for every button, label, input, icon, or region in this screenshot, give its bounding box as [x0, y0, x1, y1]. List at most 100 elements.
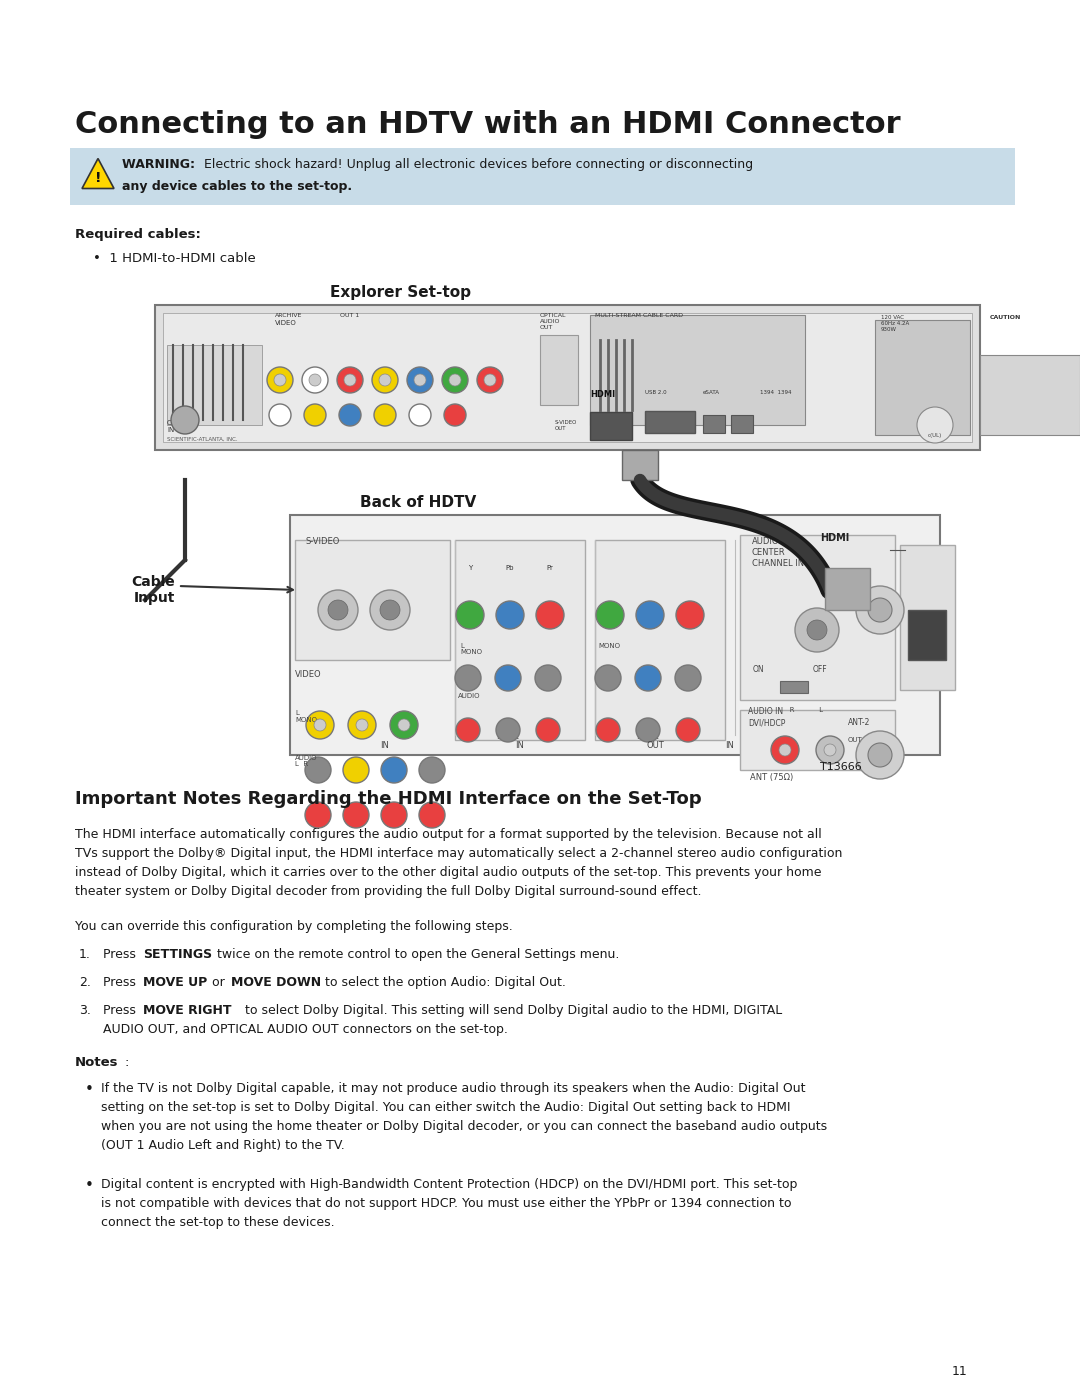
Circle shape [343, 802, 369, 828]
Text: OPTICAL
AUDIO
OUT: OPTICAL AUDIO OUT [540, 313, 567, 330]
Text: USB 2.0: USB 2.0 [645, 390, 666, 395]
Text: 1.: 1. [79, 949, 91, 961]
Circle shape [536, 718, 561, 742]
Text: S-VIDEO
OUT: S-VIDEO OUT [555, 420, 578, 430]
Circle shape [345, 374, 356, 386]
Text: 2.: 2. [79, 977, 91, 989]
Circle shape [596, 718, 620, 742]
Circle shape [302, 367, 328, 393]
Circle shape [496, 601, 524, 629]
Text: instead of Dolby Digital, which it carries over to the other digital audio outpu: instead of Dolby Digital, which it carri… [75, 866, 822, 879]
Text: Pb: Pb [505, 564, 514, 571]
Circle shape [675, 665, 701, 692]
Text: OUT 1: OUT 1 [340, 313, 360, 319]
Text: HDMI: HDMI [590, 390, 616, 400]
Circle shape [442, 367, 468, 393]
Circle shape [171, 407, 199, 434]
Circle shape [449, 374, 461, 386]
Text: to select Dolby Digital. This setting will send Dolby Digital audio to the HDMI,: to select Dolby Digital. This setting wi… [241, 1004, 782, 1017]
Text: IN: IN [515, 740, 525, 750]
Text: Press: Press [103, 1004, 140, 1017]
FancyBboxPatch shape [731, 415, 753, 433]
Circle shape [303, 404, 326, 426]
FancyBboxPatch shape [167, 345, 262, 425]
Text: HD 1: HD 1 [497, 732, 519, 740]
Text: eSATA: eSATA [703, 390, 720, 395]
Text: AUDIO: AUDIO [458, 693, 481, 698]
Text: setting on the set-top is set to Dolby Digital. You can either switch the Audio:: setting on the set-top is set to Dolby D… [102, 1101, 791, 1113]
Text: ANT-1: ANT-1 [848, 570, 870, 578]
Text: •: • [85, 1083, 94, 1097]
Text: IN: IN [380, 740, 390, 750]
Text: The HDMI interface automatically configures the audio output for a format suppor: The HDMI interface automatically configu… [75, 828, 822, 841]
Text: CAUTION: CAUTION [990, 314, 1022, 320]
Text: Digital content is encrypted with High-Bandwidth Content Protection (HDCP) on th: Digital content is encrypted with High-B… [102, 1178, 797, 1192]
Text: •: • [85, 1178, 94, 1193]
Text: SCIENTIFIC-ATLANTA, INC.: SCIENTIFIC-ATLANTA, INC. [167, 437, 238, 441]
Text: SETTINGS: SETTINGS [143, 949, 212, 961]
Text: ANT-2: ANT-2 [848, 718, 870, 726]
FancyBboxPatch shape [540, 335, 578, 405]
FancyBboxPatch shape [455, 541, 585, 740]
FancyBboxPatch shape [70, 148, 1015, 205]
Text: Explorer Set-top: Explorer Set-top [330, 285, 471, 300]
FancyBboxPatch shape [645, 411, 696, 433]
Text: L
MONO: L MONO [460, 643, 482, 655]
Text: Press: Press [103, 977, 140, 989]
Text: ANT (75Ω): ANT (75Ω) [750, 773, 793, 782]
Text: to select the option Audio: Digital Out.: to select the option Audio: Digital Out. [321, 977, 566, 989]
Text: Y: Y [468, 564, 472, 571]
Text: If the TV is not Dolby Digital capable, it may not produce audio through its spe: If the TV is not Dolby Digital capable, … [102, 1083, 806, 1095]
Text: 1394  1394: 1394 1394 [760, 390, 792, 395]
Text: Required cables:: Required cables: [75, 228, 201, 242]
Text: TVs support the Dolby® Digital input, the HDMI interface may automatically selec: TVs support the Dolby® Digital input, th… [75, 847, 842, 861]
Polygon shape [82, 158, 114, 189]
Text: 120 VAC
60Hz 4.2A
930W: 120 VAC 60Hz 4.2A 930W [881, 314, 909, 332]
Circle shape [305, 802, 330, 828]
Circle shape [444, 404, 465, 426]
Text: !: ! [95, 170, 102, 184]
Text: AUDIO IN
DVI/HDCP: AUDIO IN DVI/HDCP [748, 707, 785, 726]
Text: OFF: OFF [813, 665, 827, 673]
FancyBboxPatch shape [590, 314, 805, 425]
FancyBboxPatch shape [825, 569, 870, 610]
FancyBboxPatch shape [900, 545, 955, 690]
Text: S-VIDEO: S-VIDEO [305, 536, 339, 546]
Circle shape [337, 367, 363, 393]
Text: or: or [208, 977, 229, 989]
FancyBboxPatch shape [163, 313, 972, 441]
Circle shape [339, 404, 361, 426]
Circle shape [595, 665, 621, 692]
Text: 3.: 3. [79, 1004, 91, 1017]
Text: AUDIO
L  R: AUDIO L R [295, 754, 318, 767]
Circle shape [318, 590, 357, 630]
Text: OUT: OUT [848, 590, 863, 595]
Circle shape [314, 719, 326, 731]
Circle shape [456, 601, 484, 629]
Circle shape [414, 374, 426, 386]
FancyBboxPatch shape [875, 320, 970, 434]
Text: Electric shock hazard! Unplug all electronic devices before connecting or discon: Electric shock hazard! Unplug all electr… [204, 158, 753, 170]
Circle shape [267, 367, 293, 393]
Circle shape [816, 736, 843, 764]
Circle shape [356, 719, 368, 731]
Text: any device cables to the set-top.: any device cables to the set-top. [122, 180, 352, 193]
Circle shape [868, 598, 892, 622]
Text: twice on the remote control to open the General Settings menu.: twice on the remote control to open the … [213, 949, 619, 961]
FancyBboxPatch shape [780, 680, 808, 693]
Circle shape [824, 745, 836, 756]
Text: AUDIO
CENTER
CHANNEL IN: AUDIO CENTER CHANNEL IN [752, 536, 805, 569]
Text: HDMI: HDMI [820, 534, 849, 543]
Text: Connecting to an HDTV with an HDMI Connector: Connecting to an HDTV with an HDMI Conne… [75, 110, 901, 138]
Circle shape [374, 404, 396, 426]
Circle shape [328, 599, 348, 620]
FancyBboxPatch shape [156, 305, 980, 450]
Text: ON: ON [753, 665, 765, 673]
Circle shape [309, 374, 321, 386]
Circle shape [305, 757, 330, 782]
Text: OUT: OUT [646, 740, 664, 750]
Text: c(UL): c(UL) [928, 433, 942, 439]
Circle shape [409, 404, 431, 426]
Circle shape [535, 665, 561, 692]
Text: IN: IN [726, 740, 734, 750]
